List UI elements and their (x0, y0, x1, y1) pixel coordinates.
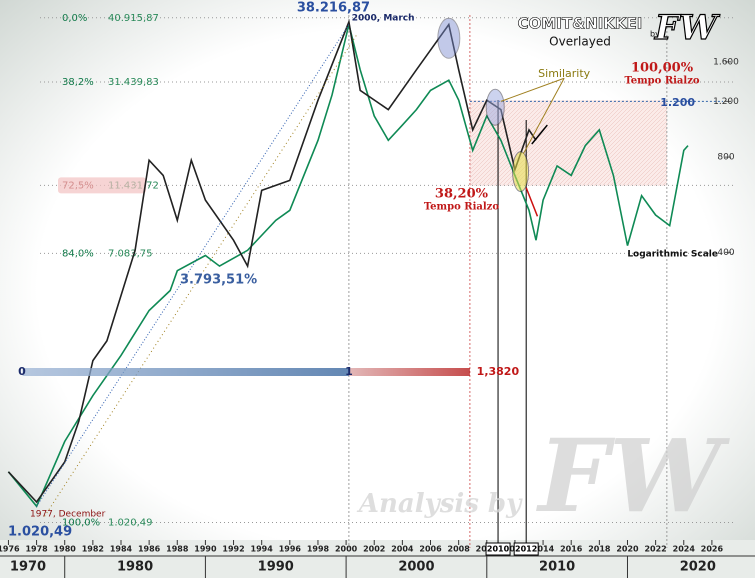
year-box (513, 542, 539, 556)
annotation: 38.216,87 (297, 1, 370, 16)
x-tick-label: 1996 (279, 545, 302, 554)
peak-circle (437, 17, 461, 59)
x-tick-label: 2020 (616, 545, 639, 554)
annotation: 3.793,51% (180, 273, 257, 288)
x-tick-label: 2026 (701, 545, 724, 554)
watermark-brand: FW (535, 417, 730, 535)
x-tick-label: 2018 (588, 545, 611, 554)
x-tick-label: 2024 (673, 545, 696, 554)
fib-amount: 40.915,87 (108, 13, 159, 24)
annotation: 1.020,49 (8, 525, 72, 540)
x-axis-band (0, 540, 755, 578)
decade-label: 1980 (117, 560, 153, 575)
annotation: 1 (345, 365, 353, 378)
x-tick-label: 1994 (251, 545, 274, 554)
x-tick-label: 1992 (222, 545, 244, 554)
annotation: Tempo Rialzo (624, 76, 699, 87)
x-tick-label: 2008 (448, 545, 471, 554)
x-tick-label: 2022 (644, 545, 666, 554)
x-tick-label: 1980 (54, 545, 77, 554)
chart-subtitle: Overlayed (549, 35, 611, 49)
fib-amount: 31.439,83 (108, 77, 159, 88)
series-line (7, 18, 537, 504)
x-tick-label: 1978 (25, 545, 48, 554)
x-tick-label: 1982 (82, 545, 104, 554)
projection-bar (22, 368, 349, 376)
fib-highlight (58, 177, 146, 194)
fib-label: 38,2% (62, 77, 94, 88)
x-tick-label: 2002 (363, 545, 385, 554)
projection-bar (348, 368, 470, 376)
y-tick-label: 400 (717, 248, 734, 258)
y-tick-label: 1.200 (713, 97, 739, 107)
decade-label: 2000 (398, 560, 434, 575)
y-tick-label: 1.600 (713, 57, 739, 67)
annotation: 1977, December (30, 510, 106, 520)
x-tick-label: 1998 (307, 545, 330, 554)
x-tick-label: 2004 (391, 545, 414, 554)
fib-label: 84,0% (62, 248, 94, 259)
annotation: 0 (18, 365, 26, 378)
x-tick-label: 1990 (194, 545, 217, 554)
decade-label: 2010 (539, 560, 575, 575)
annotation: 2012 (515, 545, 537, 554)
brand: FW (654, 8, 720, 48)
fib-label: 100,0% (62, 518, 100, 529)
decade-label: 2020 (680, 560, 716, 575)
fib-label: 0,0% (62, 13, 87, 24)
annotation: 2000, March (352, 14, 415, 24)
annotation: 38,20% (435, 187, 489, 202)
fib-amount: 7.083,75 (108, 248, 153, 259)
series-line (7, 24, 689, 508)
similarity-arrow (522, 78, 565, 154)
annotation: Logarithmic Scale (627, 250, 718, 260)
similarity-circle (512, 151, 530, 193)
fib-amount: 1.020,49 (108, 518, 153, 529)
y-tick-label: 800 (717, 153, 734, 163)
x-tick-label: 2006 (419, 545, 442, 554)
x-tick-label: 2016 (560, 545, 583, 554)
by-label: by (650, 30, 660, 39)
projection-arrow (531, 124, 548, 145)
decade-label: 1970 (10, 560, 46, 575)
annotation: Similarity (538, 67, 590, 80)
x-tick-label: 1976 (0, 545, 20, 554)
x-tick-label: 2014 (532, 545, 555, 554)
x-tick-label: 1984 (110, 545, 133, 554)
watermark: Analysis by (356, 489, 523, 519)
annotation: Tempo Rialzo (424, 202, 499, 213)
x-tick-label: 1988 (166, 545, 189, 554)
decade-label: 1990 (258, 560, 294, 575)
similarity-circle (485, 88, 505, 126)
year-box (485, 542, 511, 556)
x-tick-label: 1986 (138, 545, 161, 554)
similarity-arrow (500, 77, 565, 102)
projection-arrow (525, 187, 539, 217)
annotation: 2010 (487, 545, 510, 554)
x-tick-label: 2000 (335, 545, 358, 554)
annotation: 1.200 (660, 96, 695, 109)
annotation: 100,00% (631, 61, 694, 76)
chart-title: COMIT&NIKKEI (518, 15, 643, 33)
annotation: 1,3820 (477, 365, 520, 378)
